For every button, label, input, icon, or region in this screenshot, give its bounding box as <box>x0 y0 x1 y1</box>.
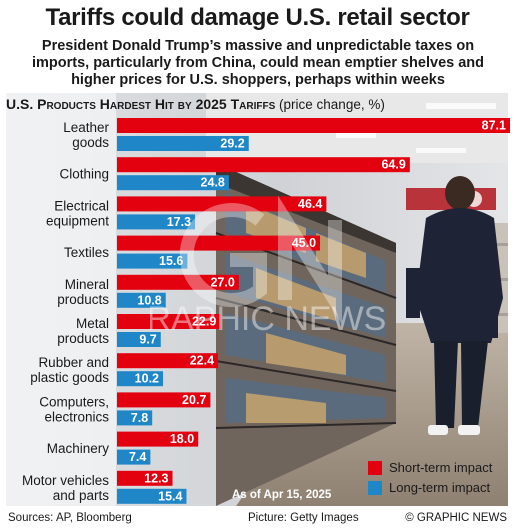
category-label-line: products <box>57 292 109 307</box>
bar-long-term <box>117 410 153 426</box>
category-label-line: plastic goods <box>30 370 109 385</box>
bar-short-term <box>117 235 321 251</box>
category-label-line: Metal <box>76 316 109 331</box>
footer-sources: Sources: AP, Bloomberg <box>8 512 132 524</box>
date-note: As of Apr 15, 2025 <box>232 489 332 501</box>
chart-title-main: U.S. Products Hardest Hit by 2025 Tariff… <box>6 96 276 112</box>
category-label-line: products <box>57 331 109 346</box>
category-label-line: Machinery <box>47 441 110 456</box>
category-label: Electrical equipment <box>46 198 109 228</box>
data-label: 12.3 <box>144 471 168 485</box>
shopper-figure <box>406 176 503 435</box>
bar-short-term <box>117 353 219 369</box>
data-label: 18.0 <box>170 432 194 446</box>
store-background-illustration <box>6 93 508 506</box>
bar-short-term <box>117 118 510 133</box>
category-label: Clothing <box>59 167 109 182</box>
bar-long-term <box>117 292 166 308</box>
bar-long-term <box>117 488 187 504</box>
data-label: 20.7 <box>182 393 206 407</box>
data-label: 24.8 <box>201 176 225 190</box>
bar-short-term <box>117 157 410 173</box>
footer: Sources: AP, Bloomberg Picture: Getty Im… <box>0 509 515 529</box>
bar-short-term <box>117 274 239 290</box>
category-label-line: Clothing <box>59 167 109 182</box>
category-label: Mineral products <box>57 277 109 307</box>
category-label: Textiles <box>64 245 109 260</box>
chart-title-unit: (price change, %) <box>279 97 385 112</box>
footer-copyright: © GRAPHIC NEWS <box>405 512 507 524</box>
bar-long-term <box>117 371 164 387</box>
category-label: Computers, electronics <box>39 394 109 424</box>
legend-label-long-term: Long-term impact <box>389 480 491 495</box>
data-label: 15.4 <box>158 489 182 503</box>
chart-panel <box>6 93 508 506</box>
category-label-line: goods <box>72 135 109 150</box>
legend-label-short-term: Short-term impact <box>389 460 493 475</box>
category-label-line: equipment <box>46 213 109 228</box>
bar-short-term <box>117 314 221 329</box>
category-label: Motor vehicles and parts <box>22 473 109 503</box>
bar-long-term <box>117 214 196 230</box>
category-label-line: Electrical <box>54 198 109 213</box>
data-label: 29.2 <box>220 137 244 151</box>
category-label: Rubber and plastic goods <box>30 355 109 385</box>
graphic-news-watermark: GRAPHIC NEWS <box>150 195 386 338</box>
watermark-text: GRAPHIC NEWS <box>150 300 386 338</box>
category-label-line: and parts <box>53 488 110 503</box>
category-label-line: Computers, <box>39 394 109 409</box>
category-label-line: Rubber and <box>38 355 109 370</box>
bar-short-term <box>117 431 199 447</box>
category-label-line: Textiles <box>64 245 109 260</box>
page-subtitle: President Donald Trump’s massive and unp… <box>31 38 485 88</box>
data-label: 45.0 <box>292 236 316 250</box>
data-label: 27.0 <box>210 275 234 289</box>
data-label: 10.2 <box>135 372 159 386</box>
bar-short-term <box>117 196 327 212</box>
category-label: Machinery <box>47 441 110 456</box>
data-label: 22.4 <box>190 354 214 368</box>
category-label: Leather goods <box>63 120 109 150</box>
page-title: Tariffs could damage U.S. retail sector <box>45 4 470 31</box>
legend-swatch-short-term <box>368 461 382 475</box>
bar-short-term <box>117 392 211 408</box>
footer-picture-credit: Picture: Getty Images <box>248 512 359 524</box>
data-label: 7.4 <box>129 450 146 464</box>
bar-long-term <box>117 332 161 347</box>
category-label-line: Leather <box>63 120 109 135</box>
legend-swatch-long-term <box>368 481 382 495</box>
data-label: 64.9 <box>381 158 405 172</box>
data-label: 9.7 <box>139 333 156 347</box>
chart-legend: Short-term impact Long-term impact <box>368 458 510 498</box>
data-label: 87.1 <box>482 119 506 133</box>
category-label-line: Motor vehicles <box>22 473 109 488</box>
legend-item-long-term: Long-term impact <box>368 478 510 498</box>
category-label: Metal products <box>57 316 109 346</box>
bar-long-term <box>117 449 151 465</box>
category-label-line: electronics <box>44 409 109 424</box>
data-label: 22.9 <box>192 315 216 329</box>
bar-short-term <box>117 470 173 486</box>
category-label-line: Mineral <box>65 277 109 292</box>
data-label: 17.3 <box>167 215 191 229</box>
bar-long-term <box>117 136 249 151</box>
chart-title: U.S. Products Hardest Hit by 2025 Tariff… <box>6 96 506 112</box>
data-label: 10.8 <box>137 293 161 307</box>
data-label: 46.4 <box>298 197 322 211</box>
data-label: 15.6 <box>159 254 183 268</box>
legend-item-short-term: Short-term impact <box>368 458 510 478</box>
data-label: 7.8 <box>131 411 148 425</box>
bar-long-term <box>117 253 188 269</box>
bar-long-term <box>117 175 229 191</box>
